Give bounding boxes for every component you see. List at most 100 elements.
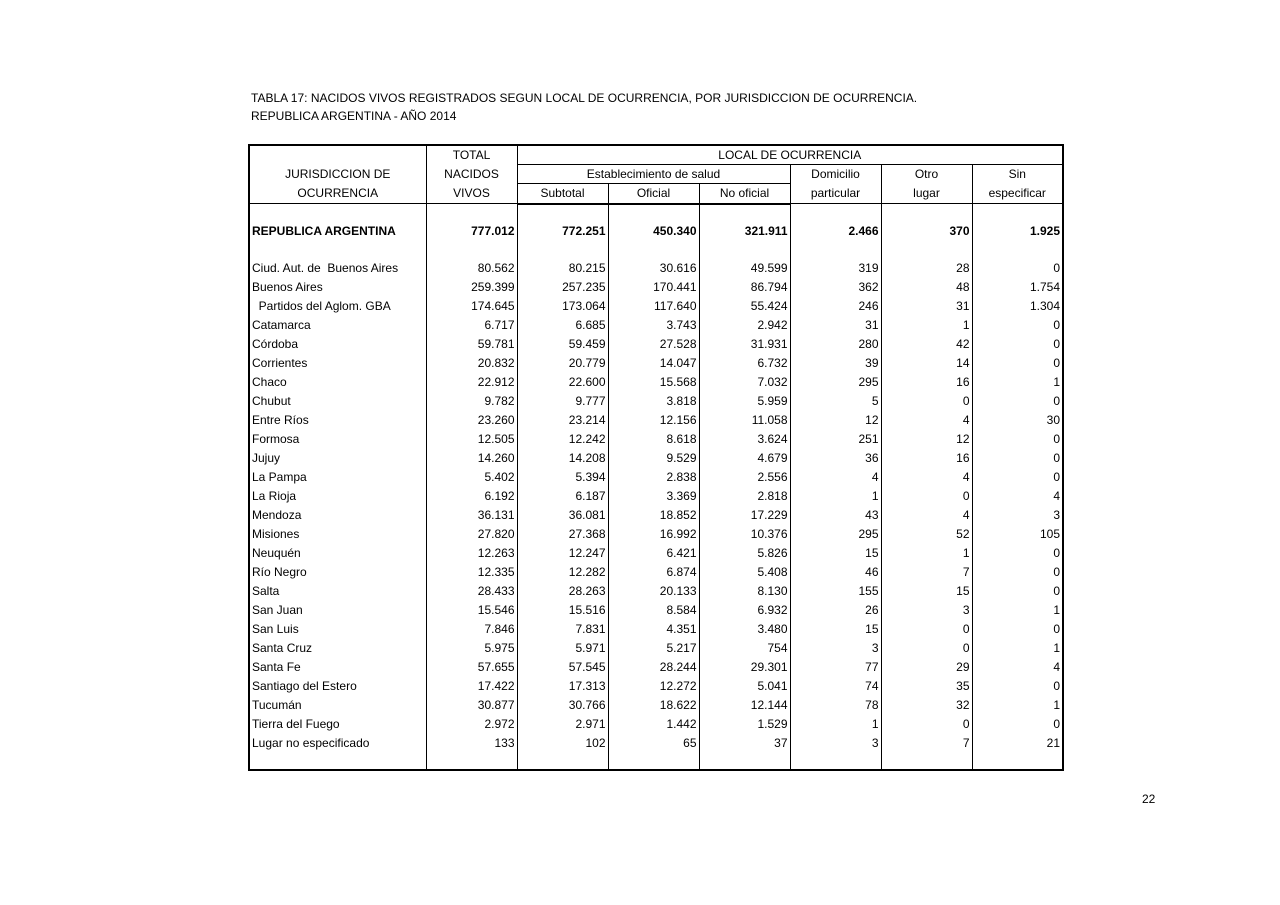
header-domicilio: Domicilio particular [789,164,882,204]
value-cell: 319 [789,258,882,278]
value-cell: 74 [789,676,882,696]
value-cell: 1.304 [971,296,1064,316]
header-total: TOTAL NACIDOS VIVOS [425,144,518,204]
empty-cell [607,240,700,259]
empty-cell [971,752,1064,771]
value-cell: 2.556 [698,467,791,487]
value-cell: 36 [789,448,882,468]
value-cell: 14.047 [607,353,700,373]
value-cell: 12 [789,410,882,430]
value-cell: 0 [971,391,1064,411]
value-cell: 1 [971,372,1064,392]
value-cell: 251 [789,429,882,449]
empty-cell [789,240,882,259]
value-cell: 4 [880,505,973,525]
jurisdiccion-cell: Partidos del Aglom. GBA [248,296,427,316]
value-cell: 0 [971,676,1064,696]
value-cell: 12.263 [425,543,518,563]
value-cell: 16 [880,372,973,392]
header-oficial: Oficial [607,183,700,205]
jurisdiccion-cell: Salta [248,581,427,601]
value-cell: 0 [971,562,1064,582]
table-row: Catamarca 6.717 6.685 3.743 2.942 31 1 0 [248,315,1064,335]
value-cell: 3.480 [698,619,791,639]
value-cell: 31.931 [698,334,791,354]
value-cell: 0 [971,334,1064,354]
value-cell: 12.156 [607,410,700,430]
value-cell: 3.624 [698,429,791,449]
value-cell: 117.640 [607,296,700,316]
value-cell: 30.766 [516,695,609,715]
empty-cell [880,752,973,771]
header-jurisdiccion: JURISDICCION DE OCURRENCIA [248,144,427,204]
value-cell: 772.251 [516,221,609,241]
value-cell: 4 [971,486,1064,506]
value-cell: 12.144 [698,695,791,715]
jurisdiccion-cell: Santa Cruz [248,638,427,658]
value-cell: 4.351 [607,619,700,639]
value-cell: 12.242 [516,429,609,449]
header-local: LOCAL DE OCURRENCIA [516,144,1064,165]
empty-cell [880,240,973,259]
value-cell: 0 [880,391,973,411]
value-cell: 170.441 [607,277,700,297]
jurisdiccion-cell: San Luis [248,619,427,639]
value-cell: 8.584 [607,600,700,620]
value-cell: 27.820 [425,524,518,544]
value-cell: 80.215 [516,258,609,278]
empty-cell [789,203,882,222]
value-cell: 86.794 [698,277,791,297]
value-cell: 36.081 [516,505,609,525]
value-cell: 18.852 [607,505,700,525]
value-cell: 31 [789,315,882,335]
value-cell: 5.975 [425,638,518,658]
value-cell: 2.466 [789,221,882,241]
value-cell: 57.655 [425,657,518,677]
jurisdiccion-cell: Chubut [248,391,427,411]
value-cell: 28.244 [607,657,700,677]
value-cell: 65 [607,733,700,753]
empty-cell [971,203,1064,222]
value-cell: 321.911 [698,221,791,241]
value-cell: 7 [880,733,973,753]
jurisdiccion-cell: San Juan [248,600,427,620]
value-cell: 52 [880,524,973,544]
value-cell: 80.562 [425,258,518,278]
table-row: Chubut 9.782 9.777 3.818 5.959 5 0 0 [248,391,1064,411]
jurisdiccion-cell: REPUBLICA ARGENTINA [248,221,427,241]
value-cell: 1 [789,714,882,734]
empty-cell [789,752,882,771]
value-cell: 1 [880,315,973,335]
empty-cell [516,240,609,259]
jurisdiccion-cell: Jujuy [248,448,427,468]
value-cell: 7.831 [516,619,609,639]
value-cell: 5.408 [698,562,791,582]
value-cell: 6.717 [425,315,518,335]
table-row: La Pampa 5.402 5.394 2.838 2.556 4 4 0 [248,467,1064,487]
value-cell: 450.340 [607,221,700,241]
value-cell: 15 [789,543,882,563]
jurisdiccion-cell: Santa Fe [248,657,427,677]
value-cell: 102 [516,733,609,753]
jurisdiccion-cell: Lugar no especificado [248,733,427,753]
value-cell: 370 [880,221,973,241]
empty-cell [516,752,609,771]
empty-cell [425,752,518,771]
value-cell: 777.012 [425,221,518,241]
value-cell: 133 [425,733,518,753]
table-row: San Luis 7.846 7.831 4.351 3.480 15 0 0 [248,619,1064,639]
jurisdiccion-cell: Tucumán [248,695,427,715]
table-row: Partidos del Aglom. GBA 174.645 173.064 117… [248,296,1064,316]
value-cell: 28.433 [425,581,518,601]
value-cell: 59.781 [425,334,518,354]
value-cell: 174.645 [425,296,518,316]
value-cell: 14.260 [425,448,518,468]
value-cell: 28 [880,258,973,278]
value-cell: 295 [789,524,882,544]
value-cell: 0 [880,619,973,639]
empty-cell [516,203,609,222]
value-cell: 18.622 [607,695,700,715]
value-cell: 6.874 [607,562,700,582]
value-cell: 16.992 [607,524,700,544]
value-cell: 0 [880,714,973,734]
